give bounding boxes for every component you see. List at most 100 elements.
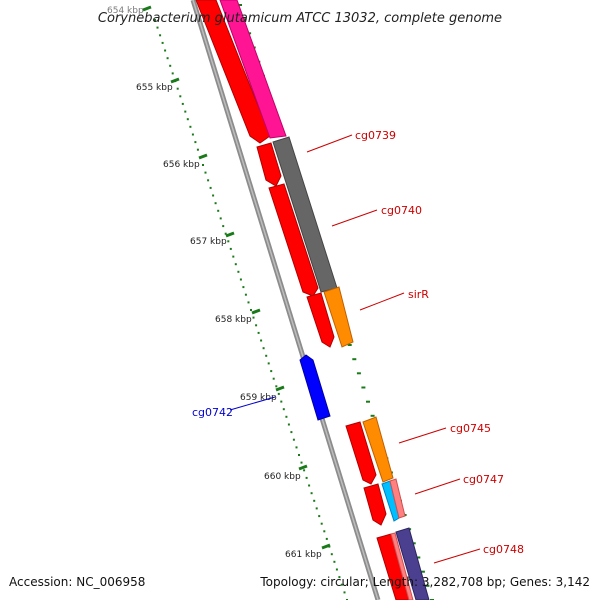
tick-mark [142,5,152,12]
tick-dot [247,301,250,304]
tick-dot [161,41,164,44]
gene-arrow-red [195,0,271,144]
tick-dot [333,560,336,563]
tick-dot [285,415,288,418]
gene-arrow-pink [390,532,414,600]
gene-arrow-red [376,533,410,600]
tick-dot [159,34,162,37]
leader-line [398,427,447,444]
tick-dot [338,576,341,579]
tick-dot [191,133,194,136]
tick-dot [222,225,225,228]
tick-label-660: 660 kbp [264,472,301,482]
tick-dot [212,194,215,197]
tick-dot [290,431,293,434]
tick-dot [244,293,247,296]
tick-dot [287,423,290,426]
leader-line [433,548,481,564]
tick-dot [305,476,308,479]
gene-arrow-red [363,483,387,526]
tick-dot [416,556,421,559]
genome-summary: Topology: circular; Length: 3,282,708 bp… [259,575,590,589]
tick-dot [260,339,263,342]
tick-label-658: 658 kbp [215,315,252,325]
tick-dot [176,87,179,90]
tick-dot [425,584,430,587]
label-cg0745[interactable]: cg0745 [450,422,491,435]
tick-dot [298,454,300,456]
tick-dot [237,270,240,273]
tick-dot [242,18,247,21]
tick-dot [280,400,283,403]
tick-dot [196,148,199,151]
tick-dot [229,247,232,250]
tick-dot [194,141,197,144]
tick-dot [420,570,425,573]
leader-line [414,478,461,495]
gene-arrow-orange [362,416,394,483]
tick-dot [227,240,230,243]
tick-dot [166,57,169,60]
tick-dot [366,400,370,403]
tick-dot [308,484,311,487]
accession-text: Accession: NC_006958 [9,575,145,589]
leader-line [229,396,276,411]
tick-mark [225,231,235,238]
tick-label-657: 657 kbp [190,237,227,247]
tick-dot [340,583,343,586]
gene-arrow-magenta [219,0,287,139]
tick-dot [214,202,217,205]
scale-ticks: 654 kbp 655 kbp 656 kbp 657 kbp 658 kbp … [107,5,331,560]
tick-dot [171,72,174,75]
tick-dot [361,386,366,389]
tick-dot [217,209,220,212]
gene-labels: cg0739 cg0740 sirR cg0742 cg0745 cg0747 … [192,129,524,564]
tick-dot [370,414,375,417]
tick-dot [323,530,326,533]
label-sirR[interactable]: sirR [408,288,429,301]
tick-mark [298,464,308,471]
tick-dot [310,492,313,495]
tick-dot [343,591,346,594]
tick-dot [313,499,316,502]
tick-label-659: 659 kbp [240,393,277,403]
tick-dot [219,217,222,220]
tick-dot [154,19,156,21]
tick-dot [315,507,318,510]
label-cg0740[interactable]: cg0740 [381,204,422,217]
tick-dot [234,263,237,266]
tick-dot [318,515,321,518]
label-cg0747[interactable]: cg0747 [463,473,504,486]
tick-dot [272,377,275,380]
genome-backbone [190,0,381,600]
tick-dot [352,358,357,361]
label-cg0742[interactable]: cg0742 [192,406,233,419]
tick-dot [275,385,278,388]
tick-dot [262,347,265,350]
tick-dot [295,446,298,449]
gene-features [195,0,430,600]
label-cg0748[interactable]: cg0748 [483,543,524,556]
tick-dot [300,461,303,464]
gene-arrow-orange [323,286,354,348]
tick-dot [239,278,242,281]
gene-arrow-pink [389,478,406,519]
tick-dot [250,309,252,311]
tick-dot [209,186,212,189]
label-cg0739[interactable]: cg0739 [355,129,396,142]
tick-dot [156,26,159,29]
tick-dot [238,4,242,6]
gene-arrow-red [345,421,377,485]
tick-dot [186,118,189,121]
tick-mark [321,543,331,550]
tick-dot [242,286,245,289]
tick-mark [198,153,208,160]
tick-dot [320,522,323,525]
tick-dot [169,64,172,67]
tick-dot [303,469,306,472]
tick-dot [232,255,235,258]
tick-dot [335,568,338,571]
tick-dot [267,362,270,365]
tick-mark [251,308,261,315]
